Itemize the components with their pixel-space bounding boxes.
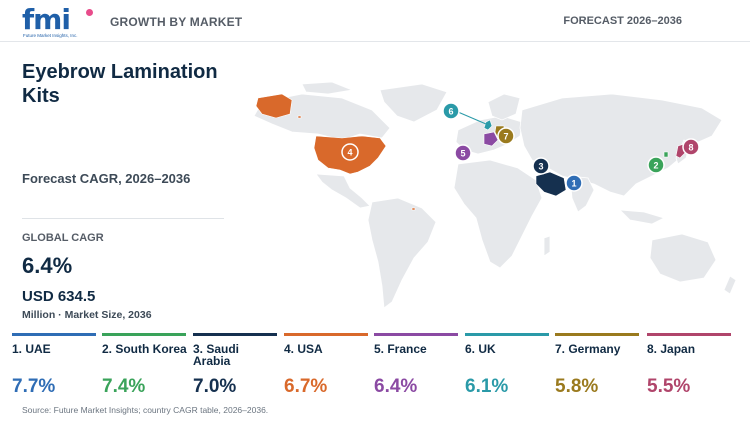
country-bar [647, 333, 731, 336]
country-shape-uk [483, 119, 493, 131]
country-name: 3. Saudi Arabia [193, 342, 240, 368]
summary-divider [22, 218, 224, 219]
rank-marker-7[interactable]: 7 [497, 127, 515, 145]
global-cagr-value: 6.4% [22, 253, 73, 278]
rank-marker-5[interactable]: 5 [454, 144, 472, 162]
country-bar [284, 333, 368, 336]
logo-dot-icon [86, 9, 93, 16]
country-card-saudi-arabia[interactable]: 3. Saudi Arabia 7.0% [193, 333, 277, 399]
land-arctic-islands [301, 81, 354, 95]
rank-marker-6-label: 6 [448, 107, 453, 117]
country-card-usa[interactable]: 4. USA 6.7% [284, 333, 368, 399]
global-cagr-label: GLOBAL CAGR [22, 232, 104, 244]
country-shape-alaska [255, 93, 293, 119]
header: fmi Future Market Insights, Inc. GROWTH … [0, 0, 750, 42]
fmi-logo[interactable]: fmi Future Market Insights, Inc. [22, 3, 94, 40]
rank-marker-8[interactable]: 8 [682, 138, 700, 156]
source-note: Source: Future Market Insights; country … [22, 405, 269, 415]
rank-marker-2[interactable]: 2 [647, 156, 665, 174]
rank-marker-3-label: 3 [538, 162, 543, 172]
country-bar [193, 333, 277, 336]
rank-marker-1[interactable]: 1 [565, 174, 583, 192]
country-shape-puerto-rico [411, 207, 416, 211]
cagr-period-label: Forecast CAGR, 2026–2036 [22, 171, 191, 186]
world-map: 1 2 3 4 5 6 7 8 [253, 81, 737, 309]
country-shape-hawaii [297, 115, 302, 119]
country-name: 8. Japan [647, 342, 696, 356]
country-name: 4. USA [284, 342, 323, 356]
country-cagr: 7.7% [12, 376, 56, 397]
country-bar [102, 333, 186, 336]
land-south-america [367, 197, 437, 309]
country-bar [12, 333, 96, 336]
land-new-zealand [723, 275, 737, 295]
country-card-uk[interactable]: 6. UK 6.1% [465, 333, 549, 399]
country-cagr: 6.4% [374, 376, 418, 397]
rank-marker-5-label: 5 [460, 149, 465, 159]
country-cagr: 5.5% [647, 376, 691, 397]
land-mexico [315, 173, 371, 209]
country-cagr: 6.1% [465, 376, 509, 397]
country-shape-saudi-arabia [535, 171, 567, 197]
country-card-germany[interactable]: 7. Germany 5.8% [555, 333, 639, 399]
section-label: GROWTH BY MARKET [110, 15, 243, 29]
leader-line-uk [457, 111, 487, 125]
country-card-uae[interactable]: 1. UAE 7.7% [12, 333, 96, 399]
country-card-south-korea[interactable]: 2. South Korea 7.4% [102, 333, 187, 399]
country-cagr: 7.4% [102, 376, 146, 397]
country-card-france[interactable]: 5. France 6.4% [374, 333, 458, 399]
country-name: 7. Germany [555, 342, 621, 356]
rank-marker-3[interactable]: 3 [532, 157, 550, 175]
land-masses [253, 81, 737, 309]
country-shape-south-korea [663, 151, 669, 158]
country-bar [465, 333, 549, 336]
country-name: 5. France [374, 342, 427, 356]
land-africa [453, 159, 543, 269]
country-cagr: 7.0% [193, 376, 237, 397]
rank-marker-2-label: 2 [653, 161, 658, 171]
land-scandinavia [487, 93, 521, 121]
country-shape-usa [313, 135, 387, 175]
market-size-unit: Million · Market Size, 2036 [22, 309, 152, 321]
rank-marker-4-label: 4 [347, 148, 352, 158]
land-indonesia [618, 209, 666, 225]
country-card-japan[interactable]: 8. Japan 5.5% [647, 333, 731, 399]
forecast-label: FORECAST 2026–2036 [563, 15, 682, 27]
logo-subtitle: Future Market Insights, Inc. [23, 33, 78, 38]
country-name: 2. South Korea [102, 342, 187, 356]
country-shape-france [483, 131, 499, 147]
country-name: 1. UAE [12, 342, 51, 356]
country-bar [555, 333, 639, 336]
country-name: 6. UK [465, 342, 496, 356]
rank-marker-7-label: 7 [503, 132, 508, 142]
land-australia [649, 233, 717, 283]
country-cagr: 6.7% [284, 376, 328, 397]
country-cagr: 5.8% [555, 376, 599, 397]
rank-marker-4[interactable]: 4 [341, 143, 359, 161]
rank-marker-1-label: 1 [571, 179, 576, 189]
logo-wordmark: fmi [22, 3, 71, 36]
rank-marker-8-label: 8 [688, 143, 693, 153]
land-greenland [379, 83, 448, 123]
page-title: Eyebrow Lamination Kits [22, 61, 218, 107]
country-list: 1. UAE 7.7% 2. South Korea 7.4% 3. Saudi… [12, 333, 740, 399]
rank-marker-6[interactable]: 6 [442, 102, 460, 120]
land-madagascar [543, 235, 551, 257]
market-size-value: USD 634.5 [22, 288, 96, 305]
country-bar [374, 333, 458, 336]
